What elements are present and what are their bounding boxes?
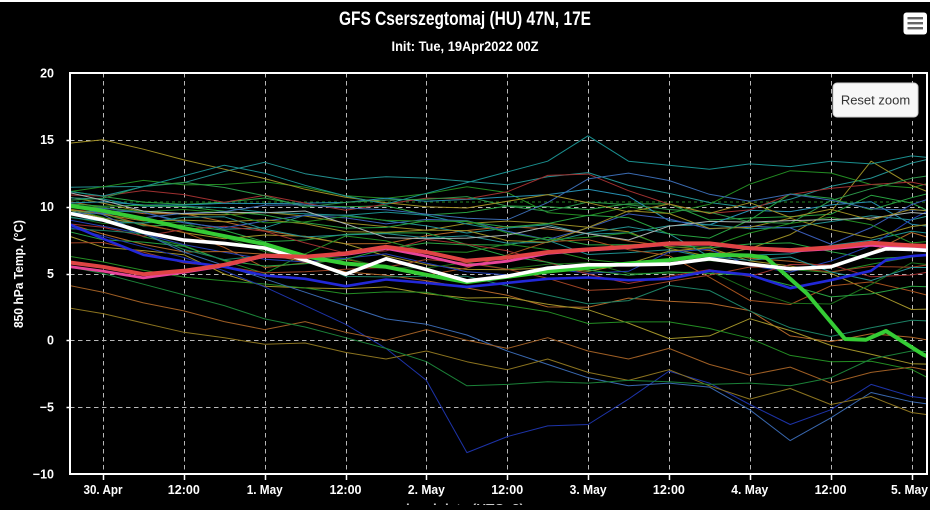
svg-text:local date (UTC+2): local date (UTC+2)	[406, 501, 524, 505]
svg-text:2. May: 2. May	[408, 483, 445, 497]
svg-text:Reset zoom: Reset zoom	[841, 93, 910, 108]
svg-text:12:00: 12:00	[653, 483, 685, 497]
svg-text:30. Apr: 30. Apr	[84, 483, 123, 497]
svg-text:1. May: 1. May	[247, 483, 283, 497]
svg-text:−5: −5	[40, 401, 54, 415]
svg-text:12:00: 12:00	[168, 483, 200, 497]
svg-text:5: 5	[47, 267, 54, 281]
svg-text:12:00: 12:00	[491, 483, 523, 497]
svg-text:20: 20	[40, 66, 54, 80]
svg-text:−10: −10	[33, 467, 54, 481]
svg-text:5. May: 5. May	[891, 483, 928, 497]
svg-text:GFS Cserszegtomaj (HU) 47N, 17: GFS Cserszegtomaj (HU) 47N, 17E	[339, 9, 591, 30]
svg-text:0: 0	[47, 334, 54, 348]
svg-text:10: 10	[40, 200, 54, 214]
svg-text:15: 15	[40, 133, 54, 147]
svg-text:Init: Tue, 19Apr2022 00Z: Init: Tue, 19Apr2022 00Z	[392, 38, 539, 54]
svg-text:3. May: 3. May	[570, 483, 607, 497]
svg-text:850 hPa Temp. (°C): 850 hPa Temp. (°C)	[11, 220, 26, 328]
svg-text:12:00: 12:00	[330, 483, 362, 497]
svg-text:12:00: 12:00	[815, 483, 847, 497]
svg-text:4. May: 4. May	[731, 483, 768, 497]
